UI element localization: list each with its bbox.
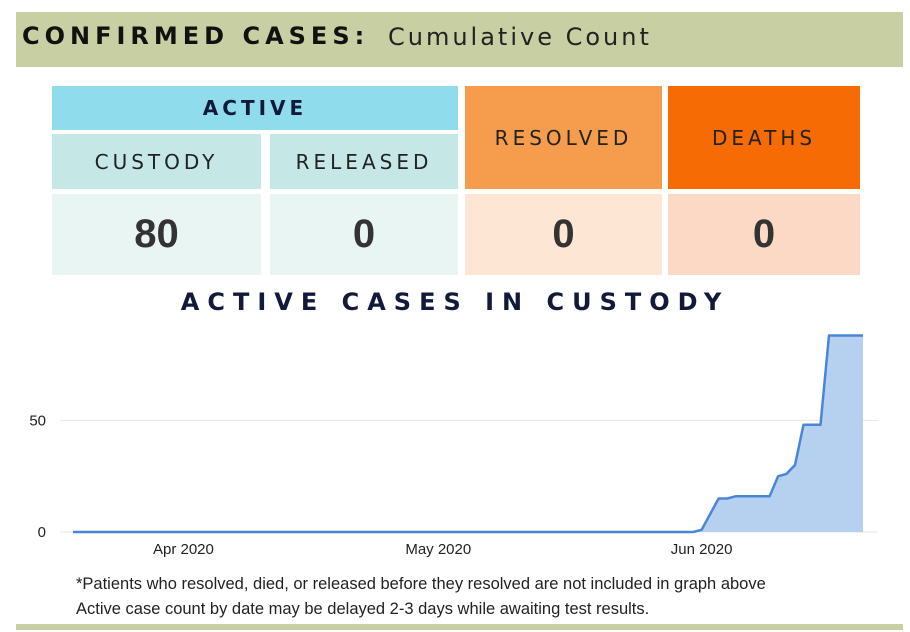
deaths-value: 0 <box>752 212 776 256</box>
area-chart: 0 50 Apr 2020 May 2020 Jun 2020 <box>29 334 878 558</box>
footer-bar <box>16 624 903 630</box>
custody-value: 80 <box>134 212 179 256</box>
header-subtitle: Cumulative Count <box>388 23 652 51</box>
deaths-value-cell: 0 <box>668 194 860 275</box>
series-area <box>73 335 863 532</box>
note-line-2: Active case count by date may be delayed… <box>76 600 650 618</box>
deaths-label: DEATHS <box>711 125 817 150</box>
active-header: ACTIVE <box>52 86 458 130</box>
y-tick-label: 50 <box>29 412 46 429</box>
x-tick-label: Apr 2020 <box>153 541 214 558</box>
resolved-label: RESOLVED <box>494 125 633 150</box>
series-line <box>73 334 863 534</box>
x-tick-label: May 2020 <box>405 541 471 558</box>
released-value-cell: 0 <box>270 194 458 275</box>
notes: *Patients who resolved, died, or release… <box>76 572 766 622</box>
resolved-value-cell: 0 <box>465 194 662 275</box>
header-title: CONFIRMED CASES: <box>22 22 370 50</box>
custody-value-cell: 80 <box>52 194 261 275</box>
active-label: ACTIVE <box>202 96 308 120</box>
released-label: RELEASED <box>295 149 433 174</box>
deaths-header: DEATHS <box>668 86 860 189</box>
released-header: RELEASED <box>270 134 458 189</box>
custody-label: CUSTODY <box>94 149 219 174</box>
note-line-1: *Patients who resolved, died, or release… <box>76 575 766 593</box>
chart-title: ACTIVE CASES IN CUSTODY <box>180 288 730 316</box>
header-bar <box>16 12 903 67</box>
resolved-header: RESOLVED <box>465 86 662 189</box>
released-value: 0 <box>352 212 376 256</box>
custody-header: CUSTODY <box>52 134 261 189</box>
y-tick-label: 0 <box>38 524 46 541</box>
x-tick-label: Jun 2020 <box>671 541 733 558</box>
resolved-value: 0 <box>552 212 575 256</box>
